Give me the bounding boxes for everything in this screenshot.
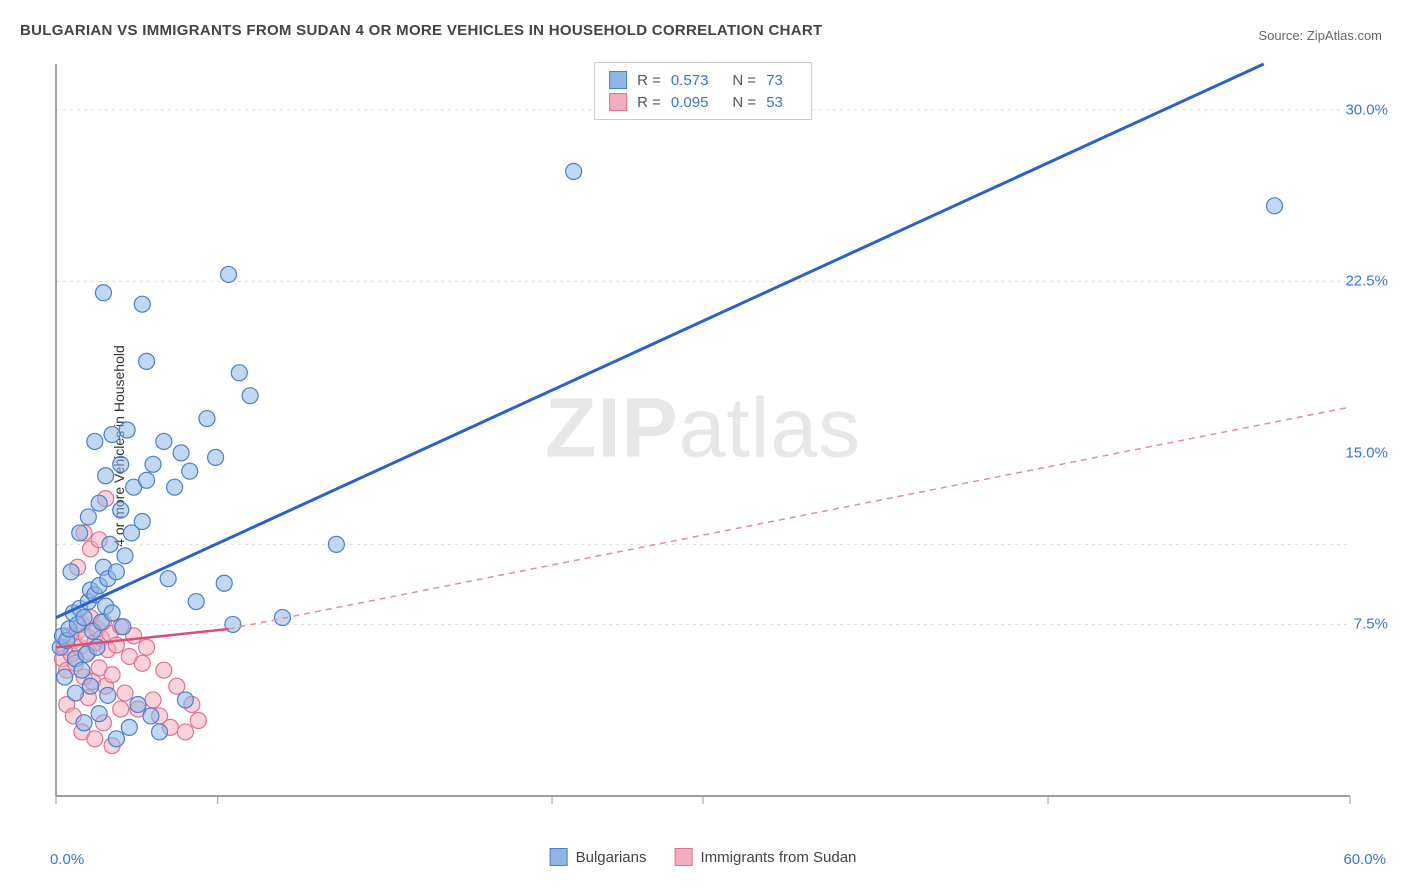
correlation-legend: R = 0.573 N = 73 R = 0.095 N = 53 [594,62,812,120]
legend-item-a: Bulgarians [550,848,647,866]
n-label: N = [732,72,756,89]
y-tick-label: 30.0% [1345,101,1388,118]
n-label: N = [732,94,756,111]
swatch-series-a [609,71,627,89]
scatter-plot-svg [50,58,1380,818]
x-axis-max: 60.0% [1343,851,1386,868]
legend-label-a: Bulgarians [576,849,647,866]
r-value-b: 0.095 [671,94,709,111]
chart-container: BULGARIAN VS IMMIGRANTS FROM SUDAN 4 OR … [0,0,1406,892]
chart-title: BULGARIAN VS IMMIGRANTS FROM SUDAN 4 OR … [20,22,822,39]
source-attribution: Source: ZipAtlas.com [1258,28,1382,43]
y-tick-label: 15.0% [1345,444,1388,461]
r-value-a: 0.573 [671,72,709,89]
legend-row-b: R = 0.095 N = 53 [609,91,797,113]
legend-label-b: Immigrants from Sudan [701,849,857,866]
legend-row-a: R = 0.573 N = 73 [609,69,797,91]
n-value-b: 53 [766,94,783,111]
r-label: R = [637,94,661,111]
swatch-series-b [675,848,693,866]
y-tick-label: 22.5% [1345,273,1388,290]
legend-item-b: Immigrants from Sudan [675,848,857,866]
r-label: R = [637,72,661,89]
y-tick-label: 7.5% [1354,616,1388,633]
series-legend: Bulgarians Immigrants from Sudan [550,848,857,866]
swatch-series-b [609,93,627,111]
n-value-a: 73 [766,72,783,89]
swatch-series-a [550,848,568,866]
x-axis-min: 0.0% [50,851,84,868]
plot-area [50,58,1380,818]
